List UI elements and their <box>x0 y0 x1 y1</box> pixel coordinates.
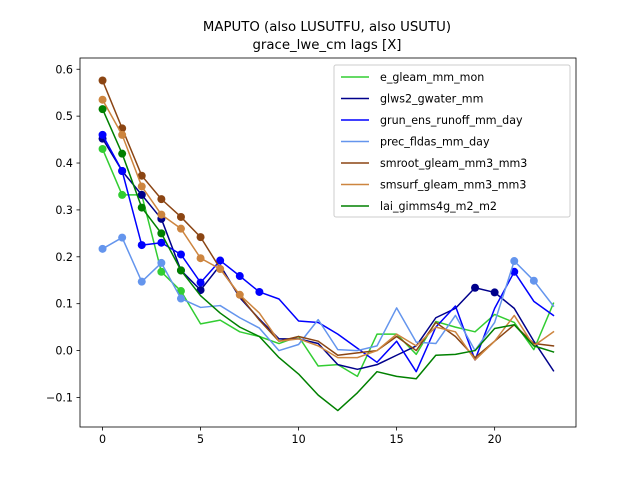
data-point-e_gleam_mm_mon-3 <box>157 267 166 276</box>
data-point-smsurf_gleam_mm3_mm3-2 <box>137 182 146 191</box>
legend-label-smsurf_gleam_mm3_mm3: smsurf_gleam_mm3_mm3 <box>380 179 526 192</box>
y-tick-label: 0.3 <box>55 204 73 217</box>
data-point-grun_ens_runoff_mm_day-6 <box>216 256 225 265</box>
chart-title: MAPUTO (also LUSUTFU, also USUTU) <box>203 20 451 35</box>
data-point-smsurf_gleam_mm3_mm3-4 <box>176 224 185 233</box>
data-point-smsurf_gleam_mm3_mm3-1 <box>118 130 127 139</box>
y-tick-label: 0.1 <box>55 298 73 311</box>
data-point-lai_gimms4g_m2_m2-0 <box>98 105 107 114</box>
data-point-smroot_gleam_mm3_mm3-3 <box>157 195 166 204</box>
x-tick-label: 5 <box>197 433 204 446</box>
data-point-grun_ens_runoff_mm_day-7 <box>235 272 244 281</box>
data-point-grun_ens_runoff_mm_day-1 <box>118 167 127 175</box>
axes-layer: 0 5 10 15 20 −0.1 0.0 0.1 0.2 0.3 0.4 0.5 0.6 <box>46 57 577 446</box>
data-point-prec_fldas_mm_day-21 <box>510 257 519 266</box>
data-point-grun_ens_runoff_mm_day-5 <box>196 278 205 287</box>
x-tick-label: 20 <box>488 433 502 446</box>
x-tick-label: 15 <box>390 433 404 446</box>
y-tick-label: 0.6 <box>55 63 73 76</box>
legend-label-e_gleam_mm_mon: e_gleam_mm_mon <box>380 71 484 84</box>
legend-label-prec_fldas_mm_day: prec_fldas_mm_day <box>380 136 490 149</box>
data-point-smroot_gleam_mm3_mm3-2 <box>137 171 146 180</box>
legend-box <box>333 64 571 218</box>
data-point-e_gleam_mm_mon-1 <box>118 190 127 199</box>
data-point-smsurf_gleam_mm3_mm3-5 <box>196 254 205 263</box>
data-point-glws2_gwater_mm-20 <box>490 288 499 297</box>
data-point-grun_ens_runoff_mm_day-4 <box>176 250 185 259</box>
data-point-prec_fldas_mm_day-1 <box>118 233 127 242</box>
data-point-prec_fldas_mm_day-4 <box>176 294 185 303</box>
data-point-e_gleam_mm_mon-0 <box>98 144 107 153</box>
legend-label-glws2_gwater_mm: glws2_gwater_mm <box>380 93 483 106</box>
x-tick-label: 0 <box>99 433 106 446</box>
y-tick-label: 0.0 <box>55 345 73 358</box>
data-point-smroot_gleam_mm3_mm3-4 <box>176 212 185 221</box>
data-point-smroot_gleam_mm3_mm3-0 <box>98 76 107 85</box>
data-point-prec_fldas_mm_day-22 <box>529 276 538 285</box>
data-point-grun_ens_runoff_mm_day-8 <box>255 287 264 296</box>
data-point-smsurf_gleam_mm3_mm3-3 <box>157 210 166 219</box>
data-point-prec_fldas_mm_day-0 <box>98 244 107 253</box>
data-point-glws2_gwater_mm-2 <box>137 190 146 199</box>
data-point-lai_gimms4g_m2_m2-4 <box>176 266 185 275</box>
plot-frame <box>79 57 577 428</box>
series-layer <box>98 76 555 412</box>
data-point-prec_fldas_mm_day-3 <box>157 258 166 267</box>
y-tick-label: −0.1 <box>46 391 73 404</box>
data-point-lai_gimms4g_m2_m2-2 <box>137 203 146 212</box>
data-point-lai_gimms4g_m2_m2-3 <box>157 229 166 238</box>
y-tick-label: 0.5 <box>55 110 73 123</box>
legend: e_gleam_mm_mon glws2_gwater_mm grun_ens_ru… <box>333 64 571 218</box>
series-line-e_gleam_mm_mon <box>101 147 555 378</box>
series-line-smroot_gleam_mm3_mm3 <box>101 79 555 359</box>
legend-label-smroot_gleam_mm3_mm3: smroot_gleam_mm3_mm3 <box>380 157 527 170</box>
legend-label-grun_ens_runoff_mm_day: grun_ens_runoff_mm_day <box>380 114 523 127</box>
data-point-grun_ens_runoff_mm_day-2 <box>137 241 146 250</box>
data-point-lai_gimms4g_m2_m2-1 <box>118 149 127 158</box>
data-point-grun_ens_runoff_mm_day-3 <box>157 238 166 247</box>
y-tick-label: 0.4 <box>55 157 73 170</box>
data-point-prec_fldas_mm_day-2 <box>137 277 146 286</box>
data-point-smsurf_gleam_mm3_mm3-0 <box>98 95 107 104</box>
data-point-smroot_gleam_mm3_mm3-5 <box>196 233 205 242</box>
data-point-smsurf_gleam_mm3_mm3-6 <box>216 264 225 273</box>
data-point-grun_ens_runoff_mm_day-0 <box>98 130 107 139</box>
x-tick-label: 10 <box>292 433 306 446</box>
data-point-smsurf_gleam_mm3_mm3-7 <box>235 290 244 299</box>
data-point-glws2_gwater_mm-19 <box>471 283 480 292</box>
data-point-e_gleam_mm_mon-4 <box>176 287 185 296</box>
legend-label-lai_gimms4g_m2_m2: lai_gimms4g_m2_m2 <box>380 200 497 213</box>
series-line-lai_gimms4g_m2_m2 <box>101 108 555 412</box>
y-tick-label: 0.2 <box>55 251 73 264</box>
chart-subtitle: grace_lwe_cm lags [X] <box>252 38 401 53</box>
data-point-grun_ens_runoff_mm_day-21 <box>510 267 519 276</box>
series-line-smsurf_gleam_mm3_mm3 <box>101 98 555 361</box>
